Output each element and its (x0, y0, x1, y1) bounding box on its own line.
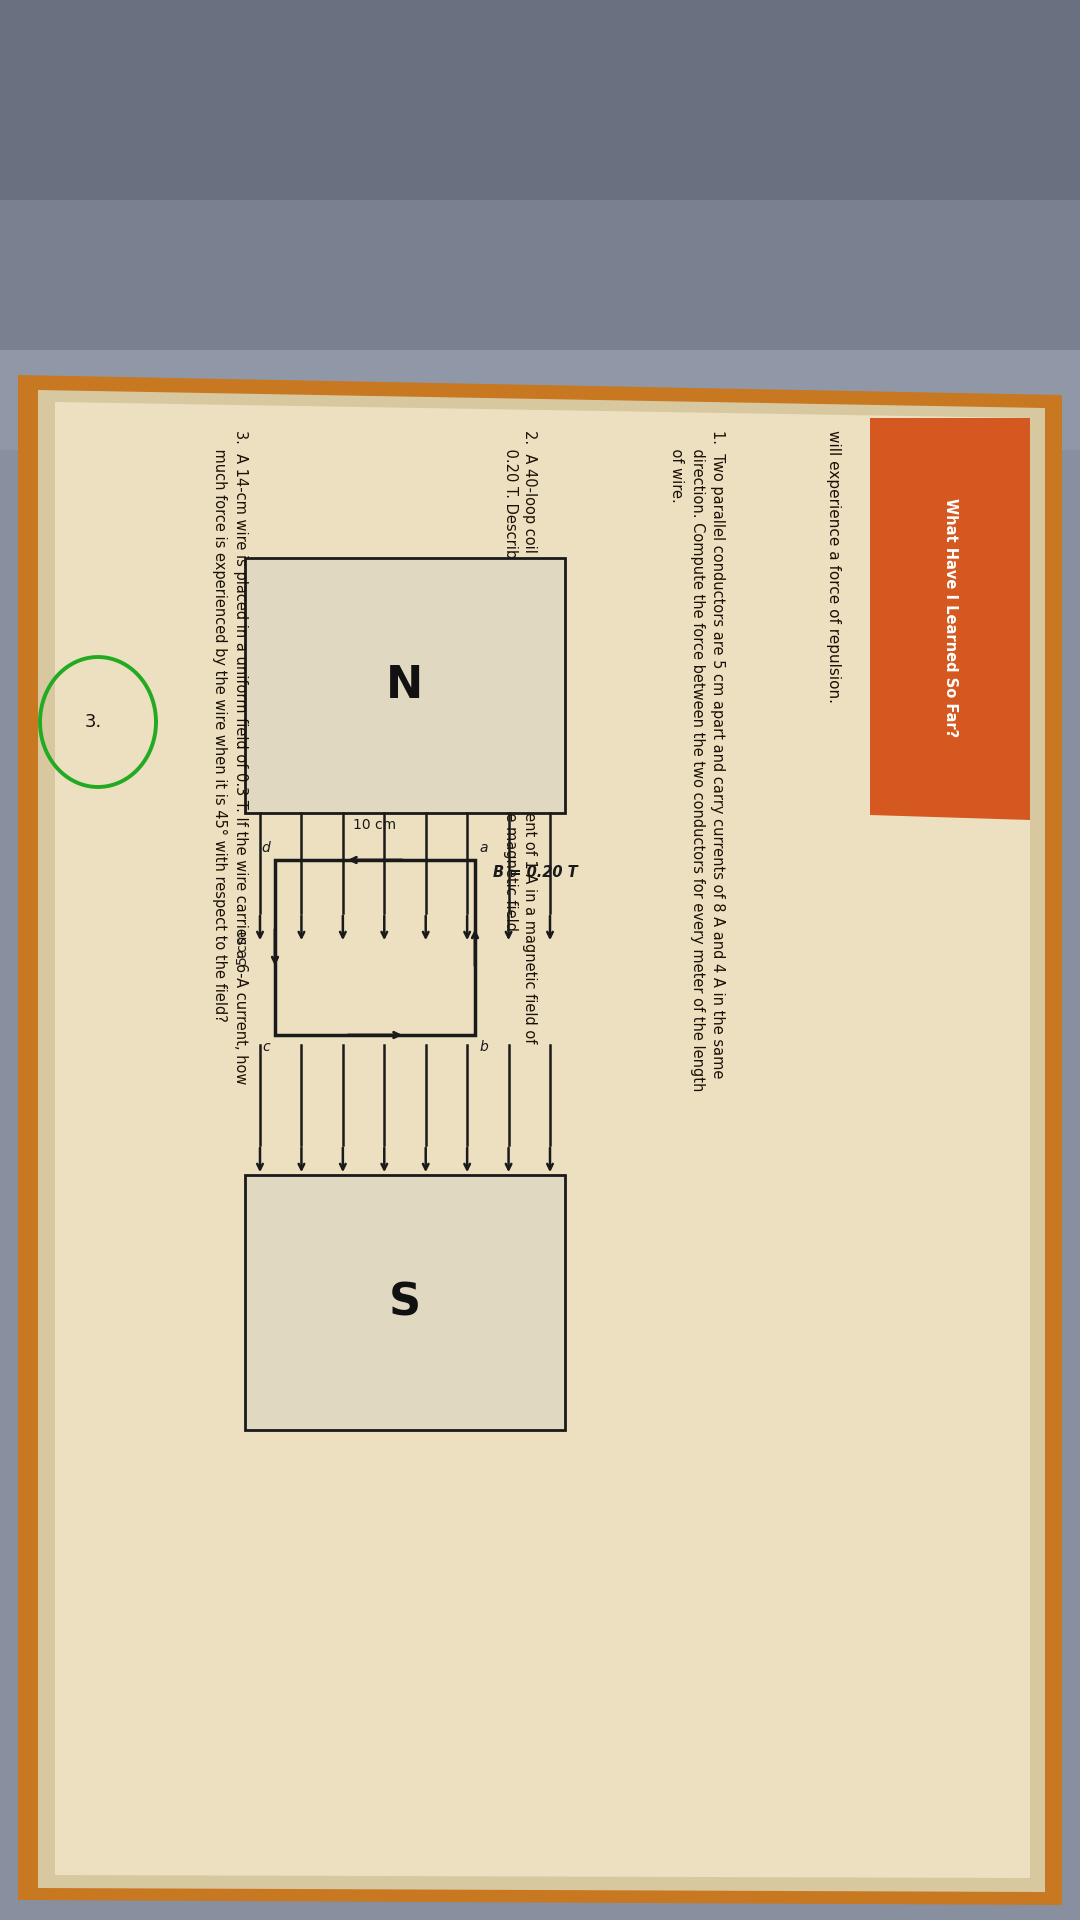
Text: What Have I Learned So Far?: What Have I Learned So Far? (943, 499, 958, 737)
Text: 2.  A 40-loop coil (shown in the figure) carries a current of 1 A in a magnetic : 2. A 40-loop coil (shown in the figure) … (523, 430, 538, 1043)
Text: much force is experienced by the wire when it is 45° with respect to the field?: much force is experienced by the wire wh… (213, 430, 228, 1021)
Bar (245, 559, 565, 812)
Text: 10 cm: 10 cm (353, 818, 396, 831)
Bar (0, 349, 1080, 449)
Text: B = 0.20 T: B = 0.20 T (492, 866, 578, 879)
Bar (0, 0, 1080, 250)
Bar (245, 1175, 565, 1430)
Text: N: N (387, 664, 423, 707)
Text: c: c (262, 1041, 270, 1054)
Bar (275, 860, 475, 1035)
Text: will experience a force of repulsion.: will experience a force of repulsion. (825, 430, 840, 703)
Bar (0, 200, 1080, 399)
Text: of wire.: of wire. (670, 430, 685, 503)
Text: a: a (480, 841, 487, 854)
Text: 0.20 T. Describe how this coil will rotate due to the magnetic field.: 0.20 T. Describe how this coil will rota… (502, 430, 517, 935)
Text: 3.: 3. (84, 712, 102, 732)
Polygon shape (18, 374, 1062, 1905)
Polygon shape (55, 401, 1030, 1878)
Text: b: b (480, 1041, 488, 1054)
Text: d: d (261, 841, 270, 854)
Text: S: S (389, 1281, 421, 1325)
Text: direction. Compute the force between the two conductors for every meter of the l: direction. Compute the force between the… (689, 430, 704, 1091)
Text: 1.  Two parallel conductors are 5 cm apart and carry currents of 8 A and 4 A in : 1. Two parallel conductors are 5 cm apar… (710, 430, 725, 1079)
Polygon shape (870, 419, 1030, 820)
Text: 3.  A 14-cm wire is placed in a uniform field of 0.3 T. If the wire carries a 6-: 3. A 14-cm wire is placed in a uniform f… (232, 430, 247, 1085)
Text: 5 cm: 5 cm (237, 931, 249, 964)
Polygon shape (38, 390, 1045, 1891)
